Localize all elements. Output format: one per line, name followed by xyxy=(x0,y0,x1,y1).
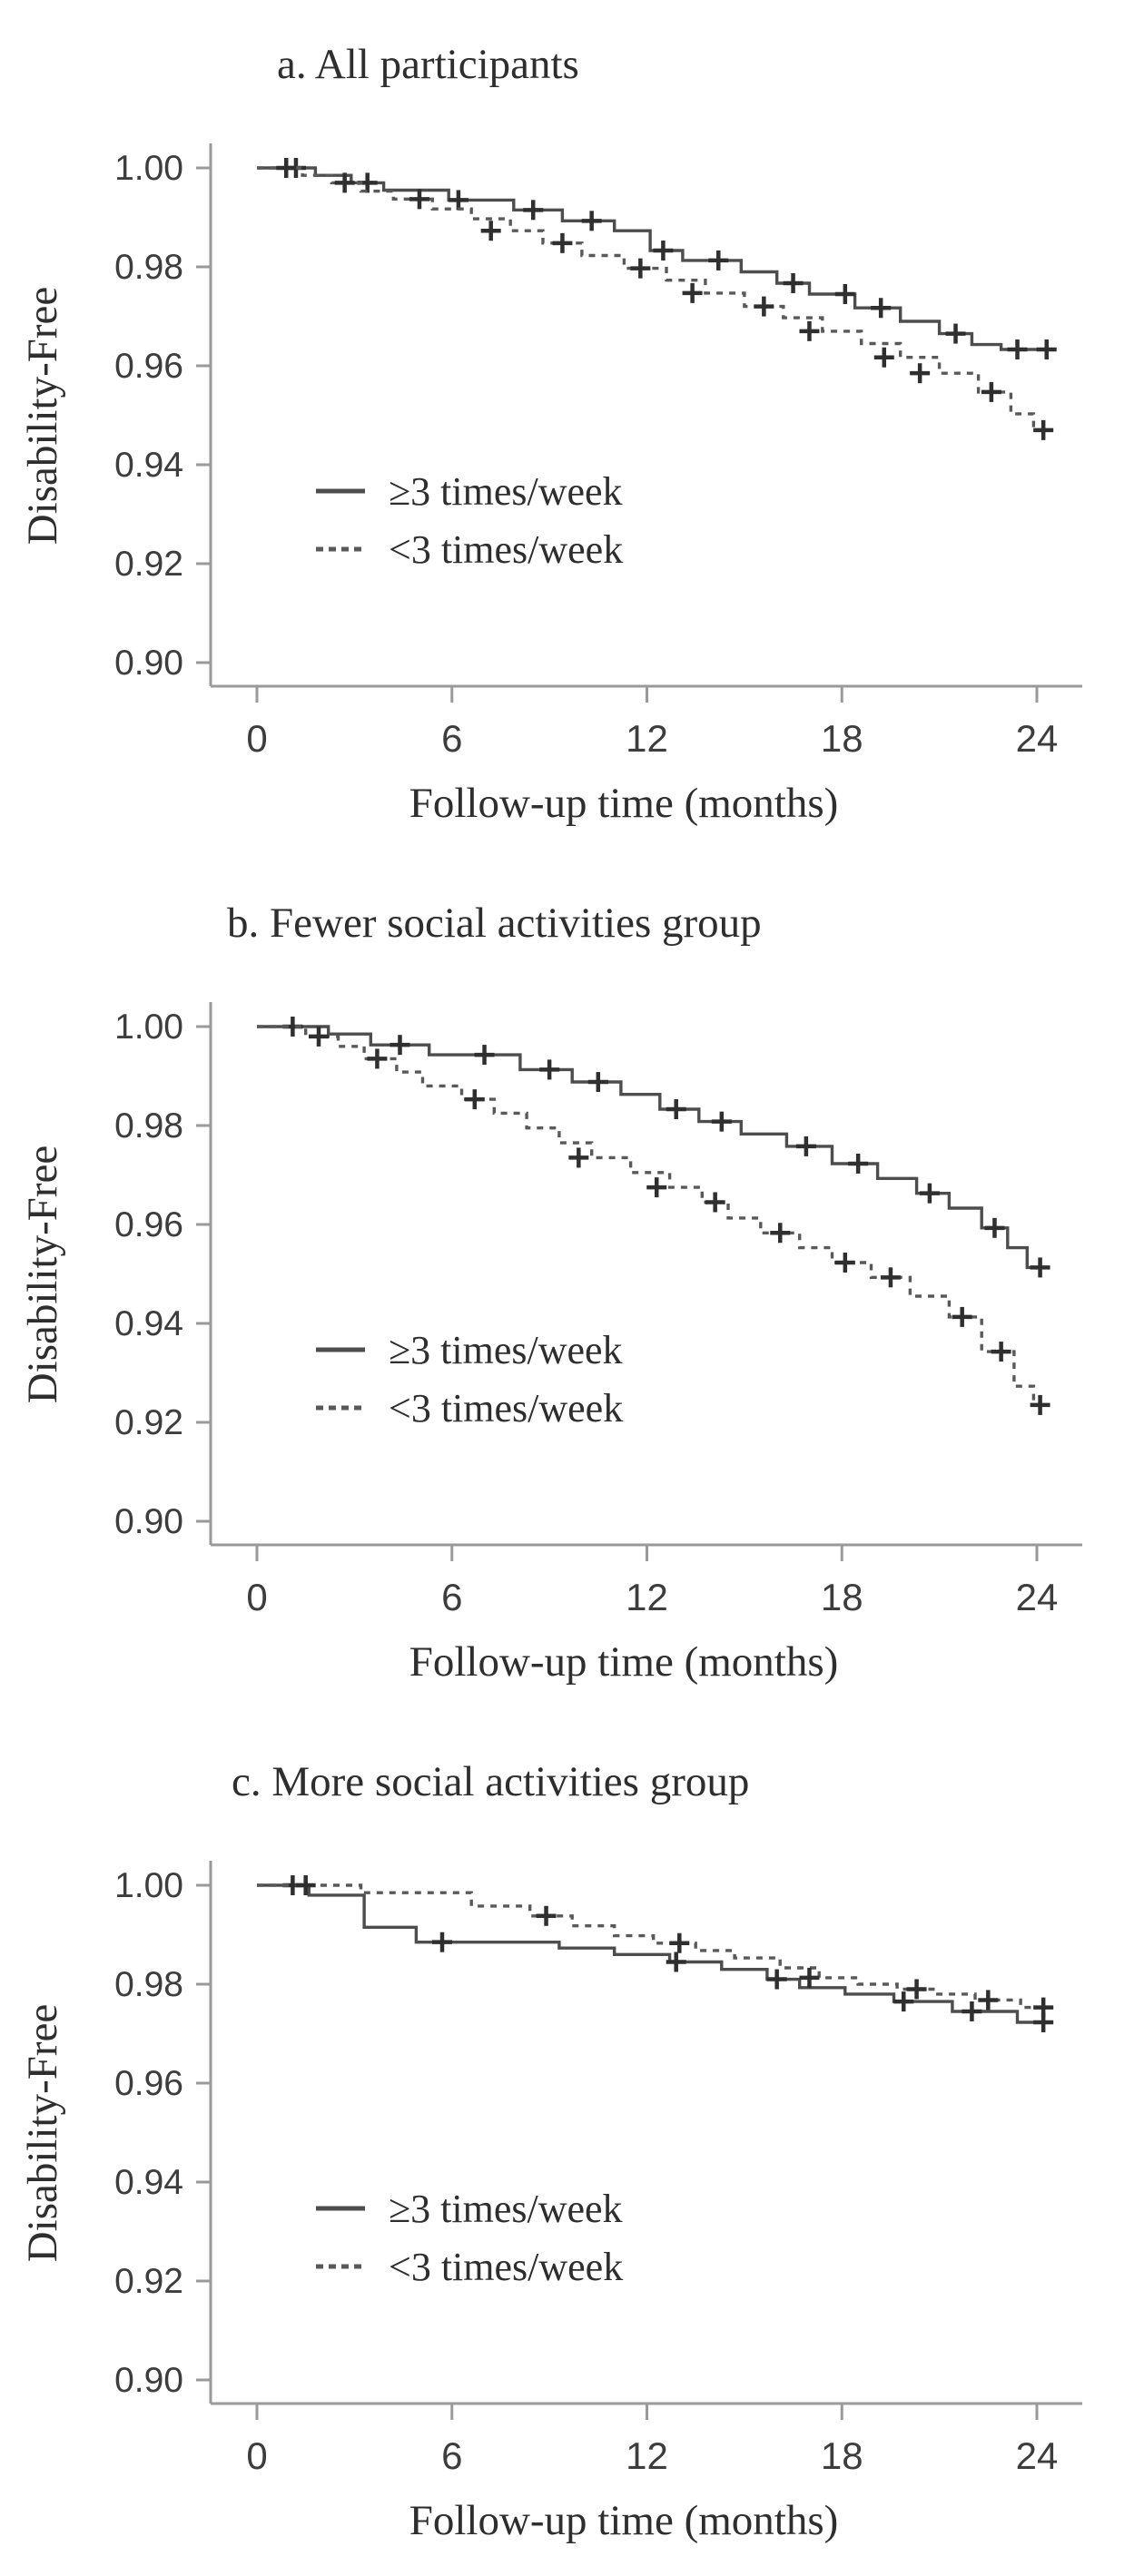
x-tick-label: 24 xyxy=(1016,2434,1059,2477)
legend-label: ≥3 times/week xyxy=(389,469,623,514)
panel-a-chart: a. All participants Disability-Free Foll… xyxy=(19,41,1082,827)
legend-item-ge3-times-week: ≥3 times/week xyxy=(316,469,623,514)
panel-all-participants: a. All participants Disability-Free Foll… xyxy=(0,0,1144,859)
km-curve-ge3-times-week xyxy=(257,1883,1047,2024)
panel-a-plot-layer: 1.00 0.98 0.96 0.94 0.92 0.90 0 6 12 18 24 ≥3 times… xyxy=(114,143,1082,760)
km-curve-ge3-times-week xyxy=(257,166,1047,351)
legend-item-ge3-times-week: ≥3 times/week xyxy=(316,1328,623,1372)
x-tick-label: 6 xyxy=(441,717,462,760)
panel-b-title: b. Fewer social activities group xyxy=(227,900,762,947)
y-tick-label: 0.94 xyxy=(114,1304,183,1343)
panel-c-y-axis-label: Disability-Free xyxy=(19,2004,66,2263)
x-tick-label: 18 xyxy=(821,717,863,760)
legend-item-lt3-times-week: <3 times/week xyxy=(316,2245,623,2289)
panel-c-title: c. More social activities group xyxy=(232,1758,749,1805)
panel-b-chart: b. Fewer social activities group Disabil… xyxy=(19,900,1082,1686)
y-tick-label: 0.92 xyxy=(114,545,183,584)
y-tick-label: 1.00 xyxy=(114,1866,183,1905)
legend-label: <3 times/week xyxy=(389,1386,623,1431)
x-tick-label: 12 xyxy=(626,1576,668,1618)
x-tick-label: 0 xyxy=(246,2434,267,2477)
legend-item-lt3-times-week: <3 times/week xyxy=(316,1386,623,1431)
x-tick-label: 24 xyxy=(1016,1576,1059,1618)
panel-a-x-axis-label: Follow-up time (months) xyxy=(409,780,839,827)
y-tick-label: 0.98 xyxy=(114,1106,183,1145)
km-curve-ge3-times-week xyxy=(257,1025,1047,1270)
km-curve-lt3-times-week xyxy=(257,1883,1047,2010)
y-tick-label: 0.94 xyxy=(114,446,183,485)
panel-a-title: a. All participants xyxy=(277,41,579,88)
legend-label: ≥3 times/week xyxy=(389,2187,623,2231)
x-tick-label: 24 xyxy=(1016,717,1059,760)
x-tick-label: 0 xyxy=(246,1576,267,1618)
y-tick-label: 0.92 xyxy=(114,1403,183,1442)
x-tick-label: 0 xyxy=(246,717,267,760)
x-tick-label: 12 xyxy=(626,2434,668,2477)
y-tick-label: 1.00 xyxy=(114,149,183,188)
km-curve-lt3-times-week xyxy=(257,1025,1047,1407)
panel-more-social-activities: c. More social activities group Disabili… xyxy=(0,1717,1144,2576)
y-tick-label: 0.96 xyxy=(114,2064,183,2103)
legend-label: <3 times/week xyxy=(389,527,623,572)
legend-label: ≥3 times/week xyxy=(389,1328,623,1372)
panel-b-y-axis-label: Disability-Free xyxy=(19,1145,66,1404)
panel-c-plot-layer: 1.00 0.98 0.96 0.94 0.92 0.90 0 6 12 18 24 ≥3 times… xyxy=(114,1861,1082,2477)
panel-c-chart: c. More social activities group Disabili… xyxy=(19,1758,1082,2544)
panel-b-x-axis-label: Follow-up time (months) xyxy=(409,1638,839,1686)
x-tick-label: 12 xyxy=(626,717,668,760)
panel-a-y-axis-label: Disability-Free xyxy=(19,287,66,546)
legend-item-lt3-times-week: <3 times/week xyxy=(316,527,623,572)
y-tick-label: 0.96 xyxy=(114,347,183,386)
legend-item-ge3-times-week: ≥3 times/week xyxy=(316,2187,623,2231)
legend-label: <3 times/week xyxy=(389,2245,623,2289)
x-tick-label: 6 xyxy=(441,1576,462,1618)
y-tick-label: 0.94 xyxy=(114,2163,183,2202)
y-tick-label: 0.90 xyxy=(114,644,183,683)
y-tick-label: 0.96 xyxy=(114,1205,183,1244)
x-tick-label: 6 xyxy=(441,2434,462,2477)
y-tick-label: 0.92 xyxy=(114,2262,183,2301)
panel-b-plot-layer: 1.00 0.98 0.96 0.94 0.92 0.90 0 6 12 18 24 ≥3 times… xyxy=(114,1002,1082,1618)
x-tick-label: 18 xyxy=(821,1576,863,1618)
km-curve-lt3-times-week xyxy=(257,166,1047,432)
y-tick-label: 0.90 xyxy=(114,1502,183,1541)
panel-fewer-social-activities: b. Fewer social activities group Disabil… xyxy=(0,859,1144,1717)
y-tick-label: 0.98 xyxy=(114,1965,183,2004)
panel-c-x-axis-label: Follow-up time (months) xyxy=(409,2497,839,2544)
x-tick-label: 18 xyxy=(821,2434,863,2477)
y-tick-label: 0.98 xyxy=(114,248,183,287)
y-tick-label: 0.90 xyxy=(114,2361,183,2400)
y-tick-label: 1.00 xyxy=(114,1008,183,1047)
